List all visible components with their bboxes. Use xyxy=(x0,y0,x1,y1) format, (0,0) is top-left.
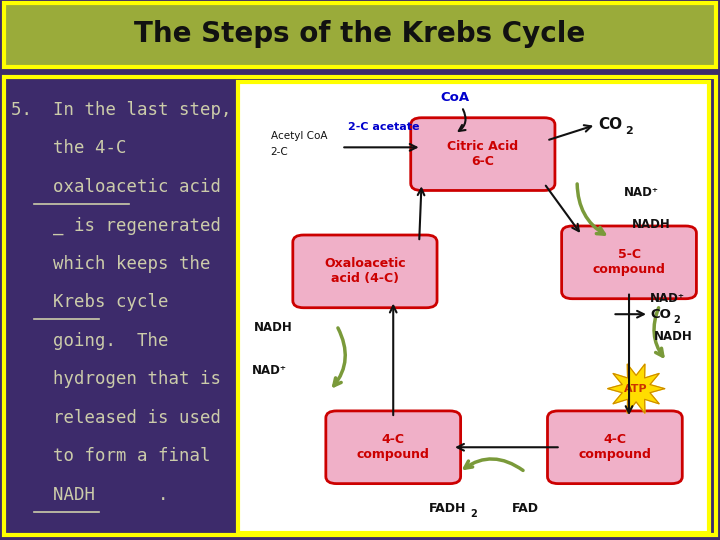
Text: the 4-C: the 4-C xyxy=(11,139,126,157)
FancyArrowPatch shape xyxy=(654,308,663,356)
Text: FADH: FADH xyxy=(429,502,466,515)
Text: CoA: CoA xyxy=(440,91,469,104)
Text: 4-C
compound: 4-C compound xyxy=(578,433,652,461)
FancyBboxPatch shape xyxy=(562,226,696,299)
Text: NAD⁺: NAD⁺ xyxy=(624,186,660,199)
Text: NAD⁺: NAD⁺ xyxy=(252,364,287,377)
Text: to form a final: to form a final xyxy=(11,448,210,465)
Text: released is used: released is used xyxy=(11,409,221,427)
Text: hydrogen that is: hydrogen that is xyxy=(11,370,221,388)
Text: 2-C acetate: 2-C acetate xyxy=(348,122,420,132)
Text: NADH: NADH xyxy=(654,330,693,343)
Text: which keeps the: which keeps the xyxy=(11,255,210,273)
Text: 2: 2 xyxy=(470,509,477,519)
Text: CO: CO xyxy=(650,308,671,321)
Text: Acetyl CoA: Acetyl CoA xyxy=(271,131,327,141)
Text: 2-C: 2-C xyxy=(271,147,289,157)
FancyArrowPatch shape xyxy=(334,328,346,386)
Text: oxaloacetic acid: oxaloacetic acid xyxy=(11,178,221,196)
Text: FAD: FAD xyxy=(512,502,539,515)
Text: Citric Acid
6-C: Citric Acid 6-C xyxy=(447,140,518,168)
Text: NAD⁺: NAD⁺ xyxy=(650,292,685,305)
FancyBboxPatch shape xyxy=(293,235,437,308)
Text: 5.  In the last step,: 5. In the last step, xyxy=(11,101,231,119)
FancyBboxPatch shape xyxy=(238,82,709,533)
Text: NADH      .: NADH . xyxy=(11,486,168,504)
Text: 5-C
compound: 5-C compound xyxy=(593,248,665,276)
FancyBboxPatch shape xyxy=(4,77,716,535)
Text: Krebs cycle: Krebs cycle xyxy=(11,293,168,312)
FancyArrowPatch shape xyxy=(577,184,604,234)
Text: ATP: ATP xyxy=(624,383,648,394)
Text: going.  The: going. The xyxy=(11,332,168,350)
Text: NADH: NADH xyxy=(631,218,670,231)
Text: 2: 2 xyxy=(625,126,633,136)
FancyBboxPatch shape xyxy=(410,118,555,191)
Text: CO: CO xyxy=(598,117,623,132)
FancyArrowPatch shape xyxy=(464,459,523,470)
FancyBboxPatch shape xyxy=(4,3,716,68)
Polygon shape xyxy=(608,364,665,413)
Text: NADH: NADH xyxy=(254,321,293,334)
Text: _ is regenerated: _ is regenerated xyxy=(11,217,221,234)
Text: 2: 2 xyxy=(673,315,680,325)
FancyArrowPatch shape xyxy=(459,109,466,131)
Text: 4-C
compound: 4-C compound xyxy=(357,433,430,461)
FancyBboxPatch shape xyxy=(326,411,461,484)
FancyBboxPatch shape xyxy=(547,411,683,484)
Text: Oxaloacetic
acid (4-C): Oxaloacetic acid (4-C) xyxy=(324,258,406,285)
Text: The Steps of the Krebs Cycle: The Steps of the Krebs Cycle xyxy=(135,19,585,48)
